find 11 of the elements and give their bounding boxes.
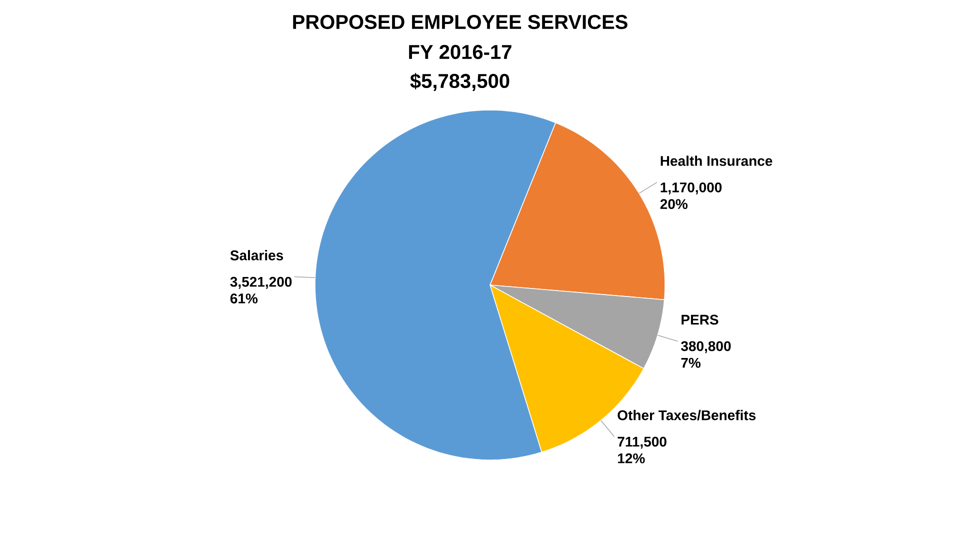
data-label: 380,800 7% — [681, 341, 731, 368]
chart-title: PROPOSED EMPLOYEE SERVICES — [293, 14, 628, 30]
data-label: 711,500 12% — [618, 436, 666, 464]
data-label: 3,521,200 61% — [230, 276, 292, 304]
slice-label: PERS — [682, 314, 718, 325]
slice-label: Health Insurance — [660, 156, 772, 166]
data-label: 1,170,000 20% — [660, 182, 722, 210]
slice-label: Other Taxes/Benefits — [618, 410, 756, 420]
chart-subtitle: FY 2016-17 — [409, 44, 512, 60]
text: $5,783,500 — [410, 73, 510, 91]
slice-label: Salaries — [230, 250, 284, 260]
